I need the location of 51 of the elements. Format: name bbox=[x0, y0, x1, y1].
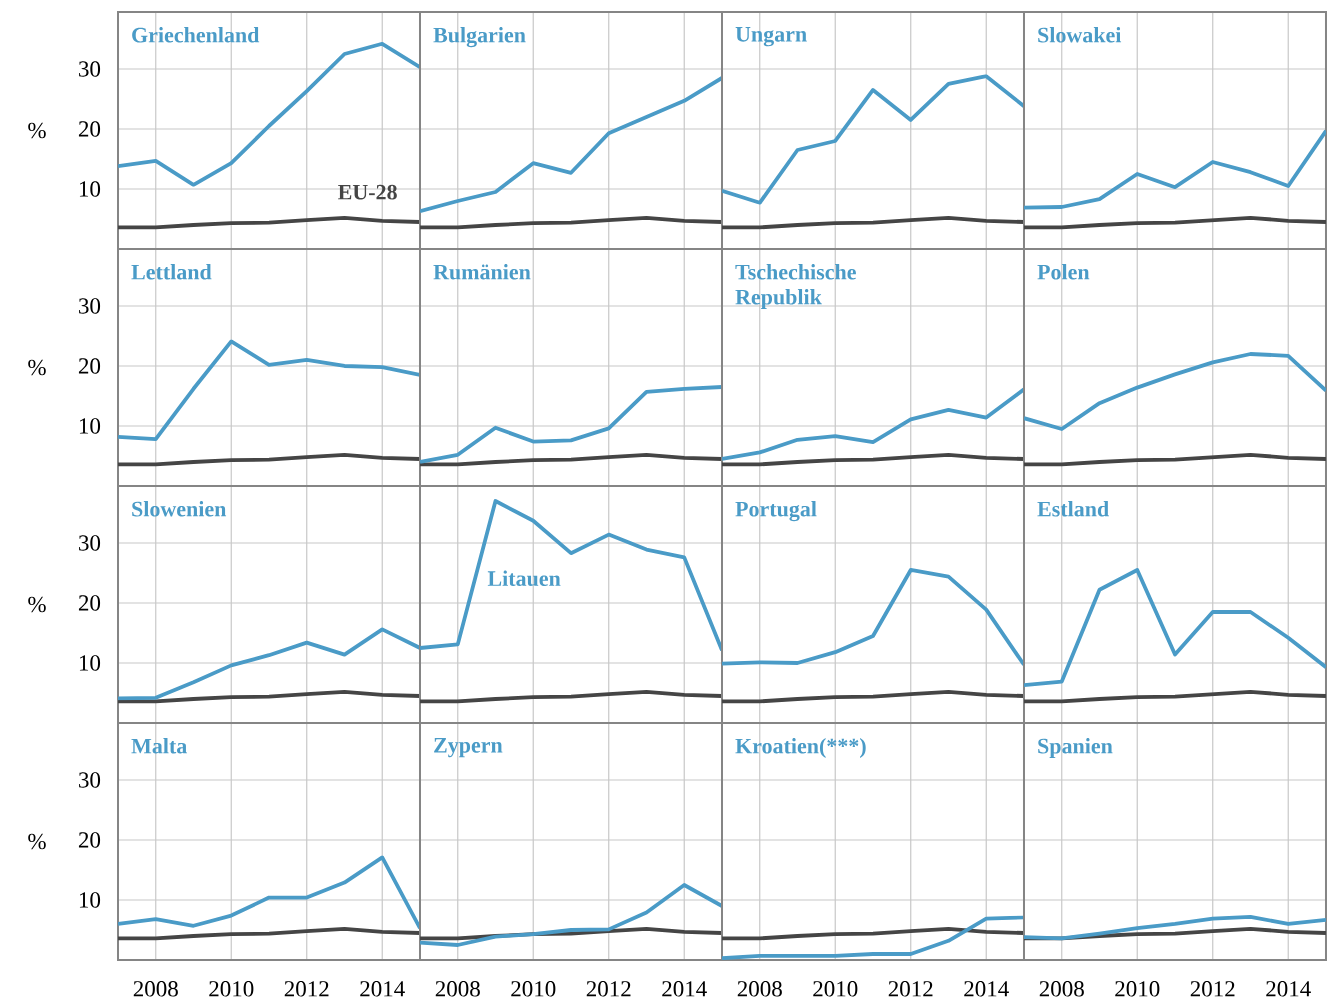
y-tick-label: 10 bbox=[79, 181, 101, 197]
text: Bulgarien bbox=[433, 27, 526, 48]
x-tick-label: 2010 bbox=[813, 981, 858, 997]
text: Estland bbox=[1037, 501, 1109, 517]
text: Ungarn bbox=[735, 27, 807, 47]
y-tick-label: 30 bbox=[79, 535, 101, 551]
y-tick-label: 10 bbox=[79, 655, 101, 671]
x-tick-label: 2012 bbox=[284, 981, 329, 997]
text: Griechenland bbox=[132, 27, 260, 43]
text: Malta bbox=[131, 738, 187, 754]
x-tick-label: 2014 bbox=[360, 981, 405, 997]
text: Portugal bbox=[735, 501, 817, 522]
text: Tschechische Republik bbox=[735, 264, 856, 309]
text: Spanien bbox=[1038, 738, 1113, 758]
y-tick-label: 20 bbox=[78, 832, 101, 848]
x-tick-label: 2008 bbox=[133, 981, 178, 997]
x-tick-label: 2010 bbox=[511, 981, 556, 997]
text: Lettland bbox=[131, 264, 212, 280]
y-tick-label: 20 bbox=[78, 358, 101, 374]
y-axis-title: % bbox=[28, 359, 46, 376]
x-tick-label: 2008 bbox=[737, 981, 782, 997]
y-tick-label: 10 bbox=[79, 892, 101, 908]
y-axis-title: % bbox=[28, 596, 46, 613]
text: Slowenien bbox=[132, 501, 227, 517]
x-tick-label: 2014 bbox=[662, 981, 707, 997]
y-tick-label: 20 bbox=[78, 595, 101, 611]
x-tick-label: 2014 bbox=[1266, 981, 1311, 997]
text: Rumänien bbox=[433, 264, 531, 280]
x-tick-label: 2012 bbox=[1190, 981, 1235, 997]
line-series bbox=[118, 855, 420, 931]
y-axis-title: % bbox=[28, 122, 46, 139]
x-tick-label: 2012 bbox=[586, 981, 631, 997]
x-tick-label: 2014 bbox=[964, 981, 1009, 997]
x-tick-label: 2008 bbox=[435, 981, 480, 997]
text: Litauen bbox=[487, 570, 561, 587]
line-series bbox=[118, 339, 420, 442]
text: Polen bbox=[1037, 264, 1090, 280]
y-tick-label: 10 bbox=[79, 418, 101, 434]
series-label: EU-28 bbox=[338, 184, 397, 200]
y-tick-label: 30 bbox=[79, 61, 101, 77]
y-tick-label: 30 bbox=[79, 772, 101, 788]
text: Zypern bbox=[434, 738, 503, 758]
text: Kroatien(***) bbox=[735, 738, 866, 758]
x-tick-label: 2012 bbox=[888, 981, 933, 997]
y-tick-label: 20 bbox=[78, 121, 101, 137]
x-tick-label: 2010 bbox=[209, 981, 254, 997]
x-tick-label: 2008 bbox=[1039, 981, 1084, 997]
text: Slowakei bbox=[1038, 27, 1122, 43]
x-tick-label: 2010 bbox=[1115, 981, 1160, 997]
y-axis-title: % bbox=[28, 833, 46, 850]
y-tick-label: 30 bbox=[79, 298, 101, 314]
